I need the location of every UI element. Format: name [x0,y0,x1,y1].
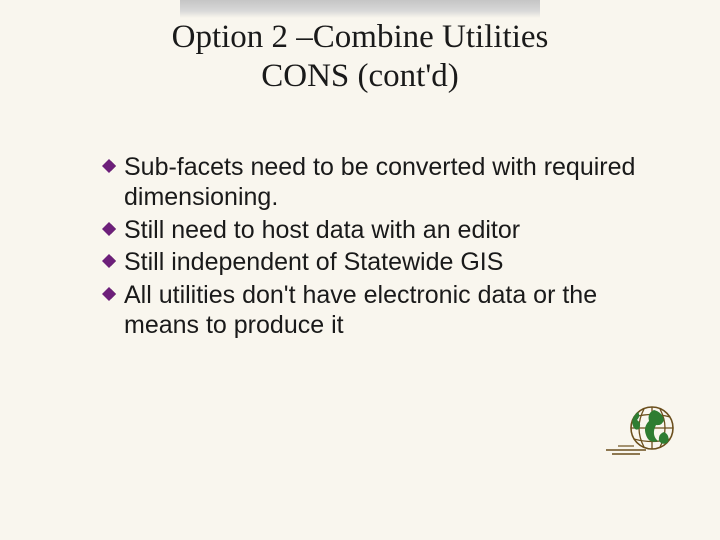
list-item: Sub-facets need to be converted with req… [102,152,670,213]
list-item: Still independent of Statewide GIS [102,247,670,278]
slide-container: Option 2 –Combine Utilities CONS (cont'd… [0,0,720,540]
globe-icon [604,402,674,460]
bullet-text: All utilities don't have electronic data… [124,281,597,340]
bullet-text: Sub-facets need to be converted with req… [124,153,635,212]
diamond-bullet-icon [102,159,116,173]
title-line-1: Option 2 –Combine Utilities [172,19,549,55]
diamond-bullet-icon [102,222,116,236]
bullet-text: Still independent of Statewide GIS [124,248,503,276]
title-line-2: CONS (cont'd) [261,58,459,94]
list-item: Still need to host data with an editor [102,215,670,246]
diamond-bullet-icon [102,254,116,268]
bullet-text: Still need to host data with an editor [124,216,520,244]
slide-title: Option 2 –Combine Utilities CONS (cont'd… [50,18,670,96]
list-item: All utilities don't have electronic data… [102,280,670,341]
bullet-list: Sub-facets need to be converted with req… [50,152,670,341]
diamond-bullet-icon [102,287,116,301]
